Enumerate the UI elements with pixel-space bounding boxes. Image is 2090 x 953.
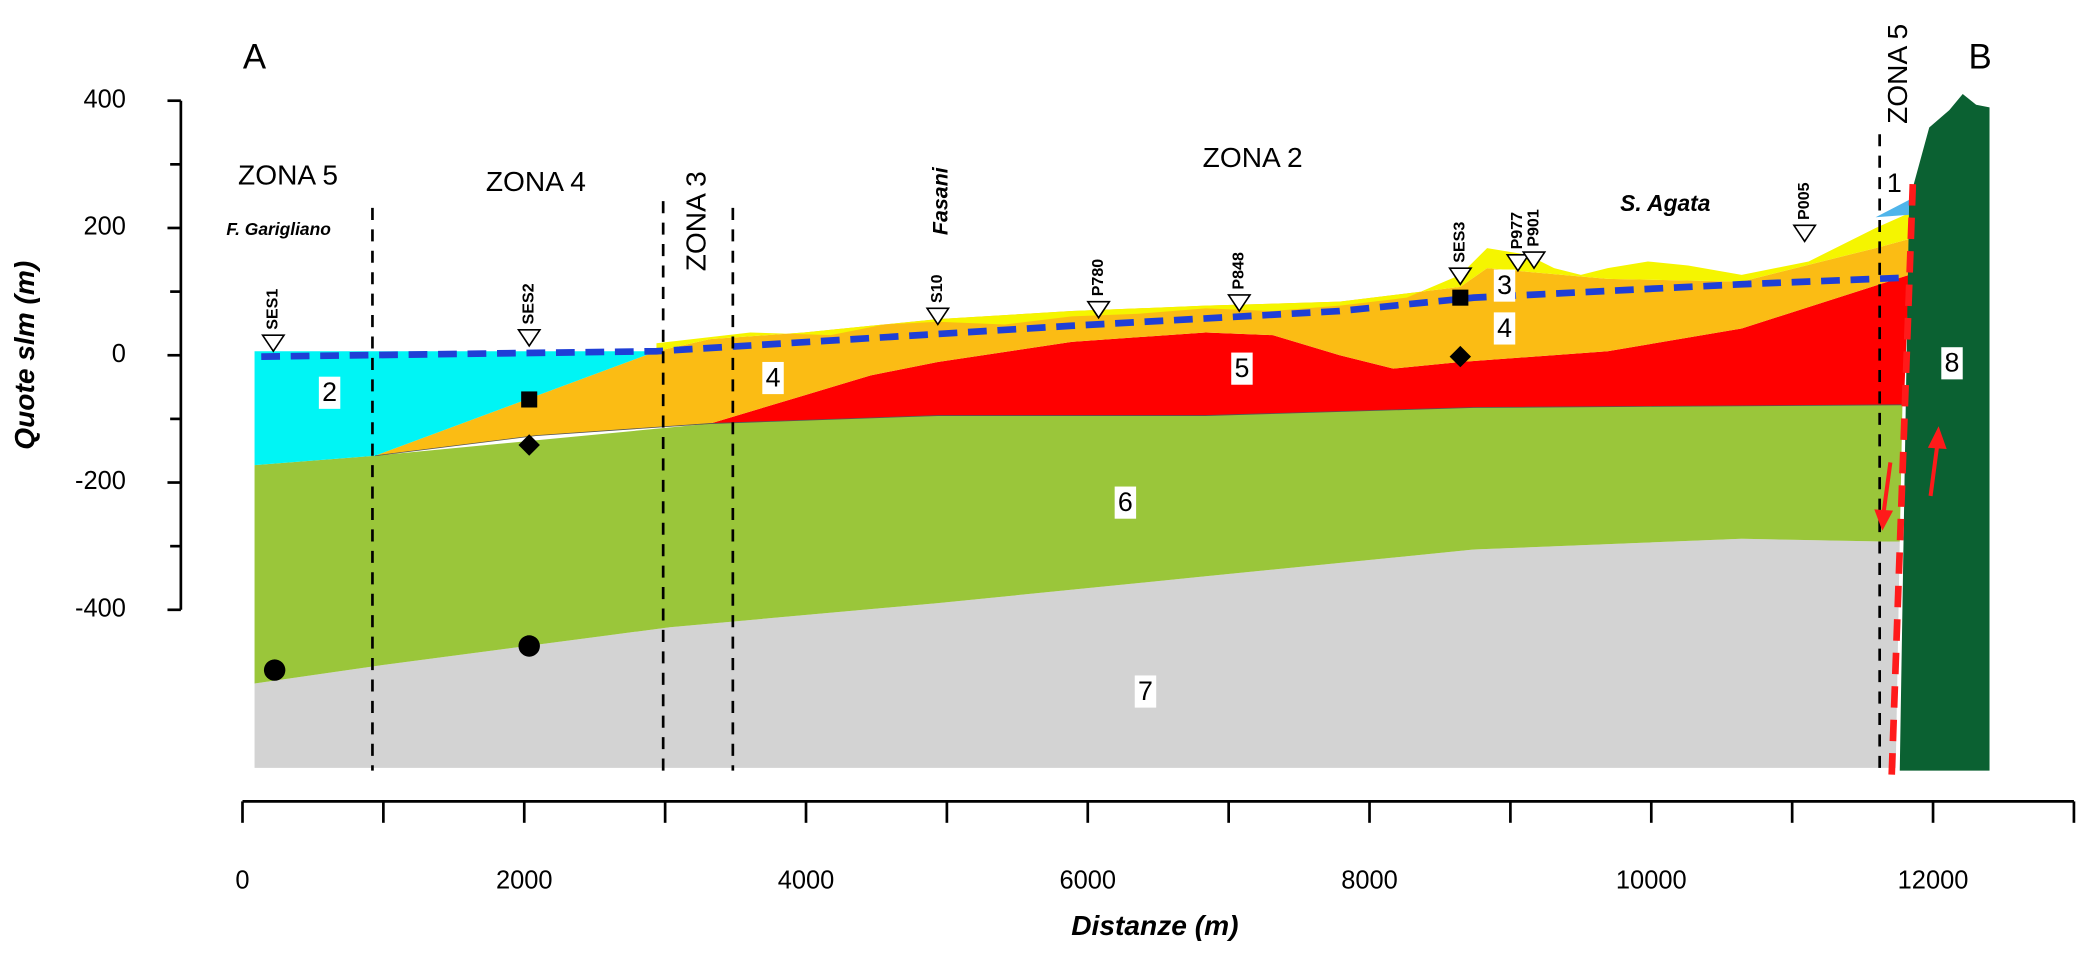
unit-label-box xyxy=(1493,312,1516,345)
well-label: P901 xyxy=(1524,209,1542,247)
well-label: P780 xyxy=(1089,259,1107,297)
well-label: SES2 xyxy=(519,283,537,324)
unit-7 xyxy=(254,538,1900,768)
x-tick-label: 8000 xyxy=(1341,866,1398,894)
unit-label-box xyxy=(1231,352,1253,385)
zone-label: ZONA 5 xyxy=(238,160,338,191)
y-tick-label: 200 xyxy=(83,213,125,241)
unit-label-box xyxy=(1883,167,1906,200)
unit-label: 7 xyxy=(1138,676,1153,706)
place-label: S. Agata xyxy=(1620,190,1710,216)
well-marker xyxy=(1086,300,1111,320)
unit-label-box xyxy=(1114,486,1137,519)
zone-label: ZONA 2 xyxy=(1203,142,1303,173)
x-tick-label: 2000 xyxy=(496,866,553,894)
unit-label: 5 xyxy=(1234,353,1249,383)
zone-label: ZONA 3 xyxy=(680,171,711,271)
well-marker xyxy=(261,334,286,353)
end-label: B xyxy=(1969,37,1992,76)
unit-label-box xyxy=(1941,347,1963,380)
unit-label-box xyxy=(1493,269,1516,302)
well-label: SES1 xyxy=(264,289,282,330)
x-tick-label: 4000 xyxy=(778,866,835,894)
water-table xyxy=(261,274,1910,360)
y-tick-label: 0 xyxy=(112,340,126,368)
unit-8 xyxy=(1899,94,1990,771)
unit-label-box xyxy=(318,376,341,409)
unit-5 xyxy=(710,274,1910,424)
well-marker xyxy=(1792,224,1817,243)
unit-1 xyxy=(1875,198,1912,218)
unit-label: 4 xyxy=(1497,313,1512,343)
unit-label: 6 xyxy=(1118,487,1133,517)
place-label: F. Garigliano xyxy=(226,219,331,239)
unit-label: 2 xyxy=(322,377,337,407)
y-axis-label: Quote slm (m) xyxy=(9,261,40,450)
well-marker xyxy=(925,307,951,326)
unit-label: 8 xyxy=(1945,348,1960,378)
unit-label: 3 xyxy=(1497,270,1512,300)
well-label: P005 xyxy=(1795,182,1813,220)
x-axis-label: Distanze (m) xyxy=(1071,910,1238,941)
y-tick-label: -200 xyxy=(75,467,126,495)
well-label: P848 xyxy=(1230,252,1248,290)
y-tick-label: 400 xyxy=(83,85,125,113)
unit-labels: 1 2 3 4 4 5 6 7 8 xyxy=(318,167,1963,708)
outline xyxy=(375,404,1903,457)
unit-label-box xyxy=(1134,675,1157,708)
zone-label: ZONA 4 xyxy=(486,166,586,197)
x-tick-label: 6000 xyxy=(1059,866,1116,894)
unit-label-box xyxy=(762,361,784,395)
place-label: Fasani xyxy=(928,166,952,235)
well-marker xyxy=(1505,253,1531,273)
x-tick-label: 12000 xyxy=(1898,866,1969,894)
unit-6 xyxy=(254,404,1903,684)
well-marker xyxy=(1227,294,1252,313)
fault-arrows xyxy=(1874,426,1947,531)
x-tick-label: 10000 xyxy=(1616,866,1687,894)
unit-2 xyxy=(254,351,657,466)
well-label: SES3 xyxy=(1451,222,1469,263)
well-marker xyxy=(516,328,542,348)
well-marker xyxy=(1521,251,1547,270)
x-tick-label: 0 xyxy=(235,866,249,894)
y-tick-label: -400 xyxy=(75,595,126,623)
unit-label: 1 xyxy=(1887,168,1902,198)
well-label: S10 xyxy=(928,274,946,303)
well-label: P977 xyxy=(1508,212,1526,250)
end-label: A xyxy=(243,37,267,76)
zone-label: ZONA 5 xyxy=(1882,24,1913,124)
unit-label: 4 xyxy=(766,362,781,392)
well-marker xyxy=(1448,267,1473,286)
